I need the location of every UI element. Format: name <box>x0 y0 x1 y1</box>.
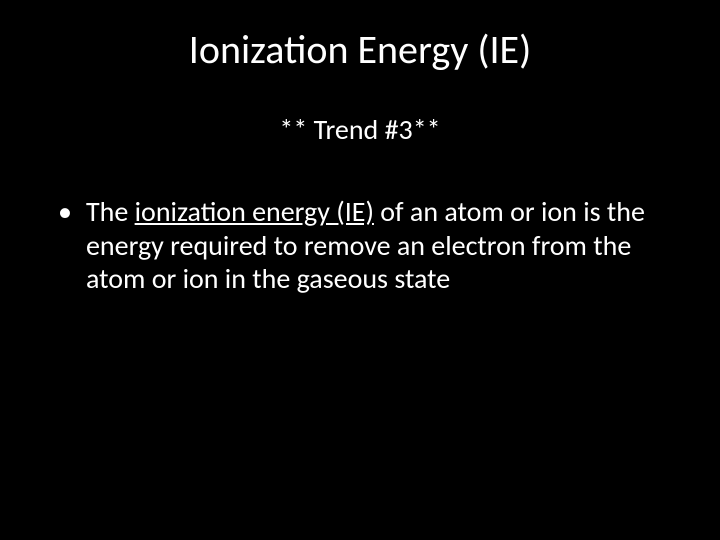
bullet-text-pre: The <box>86 194 135 229</box>
bullet-list: The ionization energy (IE) of an atom or… <box>40 195 680 296</box>
slide-container: Ionization Energy (IE) ** Trend #3** The… <box>0 0 720 540</box>
bullet-text-underlined: ionization energy (IE) <box>135 194 374 229</box>
slide-subtitle: ** Trend #3** <box>40 112 680 147</box>
slide-title: Ionization Energy (IE) <box>40 25 680 74</box>
bullet-item: The ionization energy (IE) of an atom or… <box>58 195 680 296</box>
